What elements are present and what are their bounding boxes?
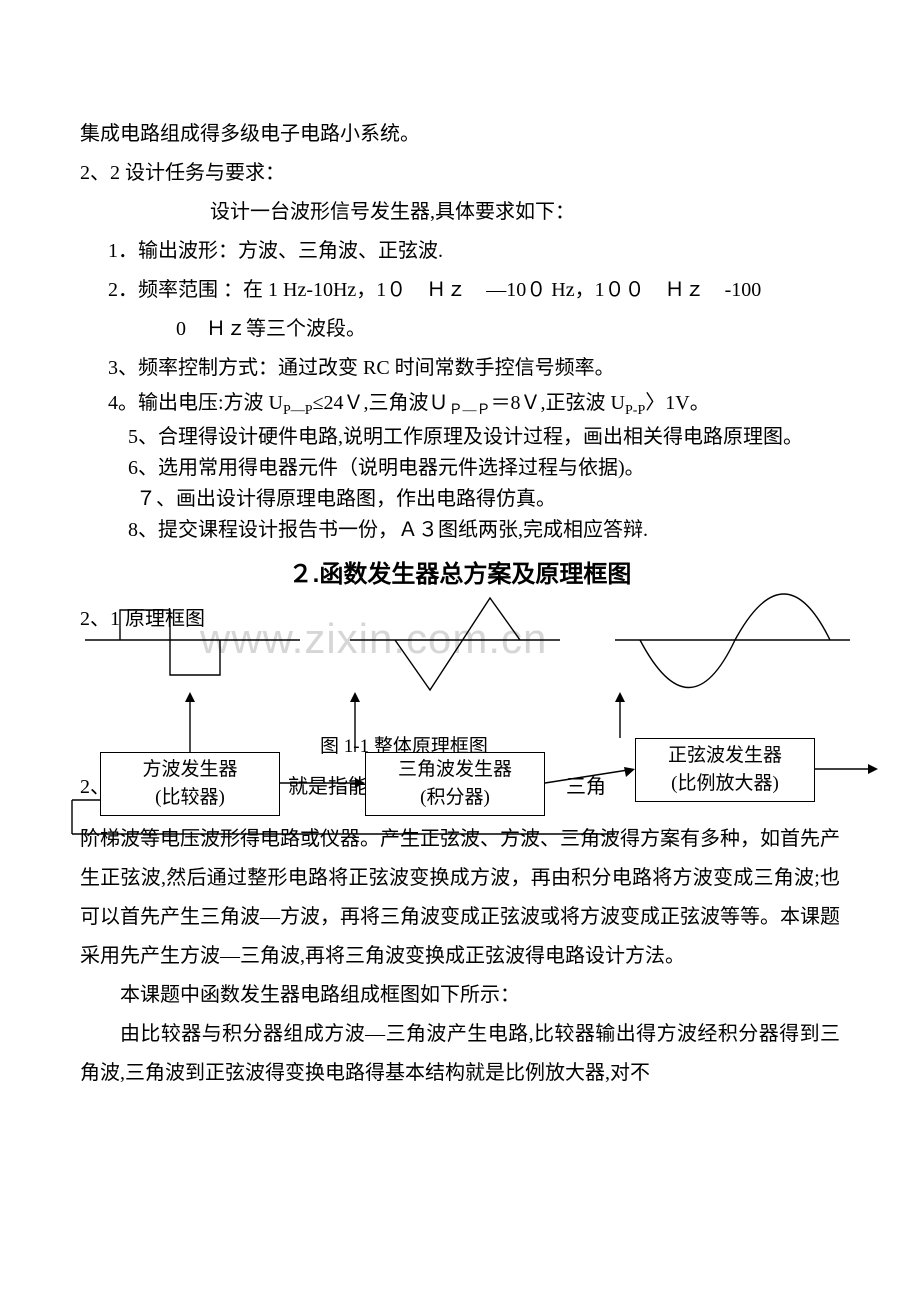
arrow-sine-up — [615, 692, 625, 738]
arrow-square-up — [185, 692, 195, 752]
p22-fragment-tail: 三角 — [566, 768, 606, 807]
block-sine-generator: 正弦波发生器 (比例放大器) — [635, 738, 815, 802]
block-triangle-label-1: 三角波发生器 — [366, 756, 544, 784]
body-para-2: 本课题中函数发生器电路组成框图如下所示： — [80, 976, 840, 1015]
block-square-label-2: (比较器) — [101, 784, 279, 812]
block-triangle-generator: 三角波发生器 (积分器) — [365, 752, 545, 816]
block-sine-label-2: (比例放大器) — [636, 770, 814, 798]
body-para-3: 由比较器与积分器组成方波—三角波产生电路,比较器输出得方波经积分器得到三角波,三… — [80, 1015, 840, 1093]
triangle-wave-icon — [350, 598, 560, 690]
block-triangle-label-2: (积分器) — [366, 784, 544, 812]
square-wave-icon — [85, 610, 300, 675]
block-sine-label-1: 正弦波发生器 — [636, 742, 814, 770]
block-square-label-1: 方波发生器 — [101, 756, 279, 784]
sine-wave-icon — [615, 594, 850, 688]
block-square-generator: 方波发生器 (比较器) — [100, 752, 280, 816]
body-para-1: 阶梯波等电压波形得电路或仪器。产生正弦波、方波、三角波得方案有多种，如首先产生正… — [80, 820, 840, 976]
p22-fragment-mid: 就是指能 — [288, 768, 368, 807]
arrow-output-right — [815, 764, 878, 774]
